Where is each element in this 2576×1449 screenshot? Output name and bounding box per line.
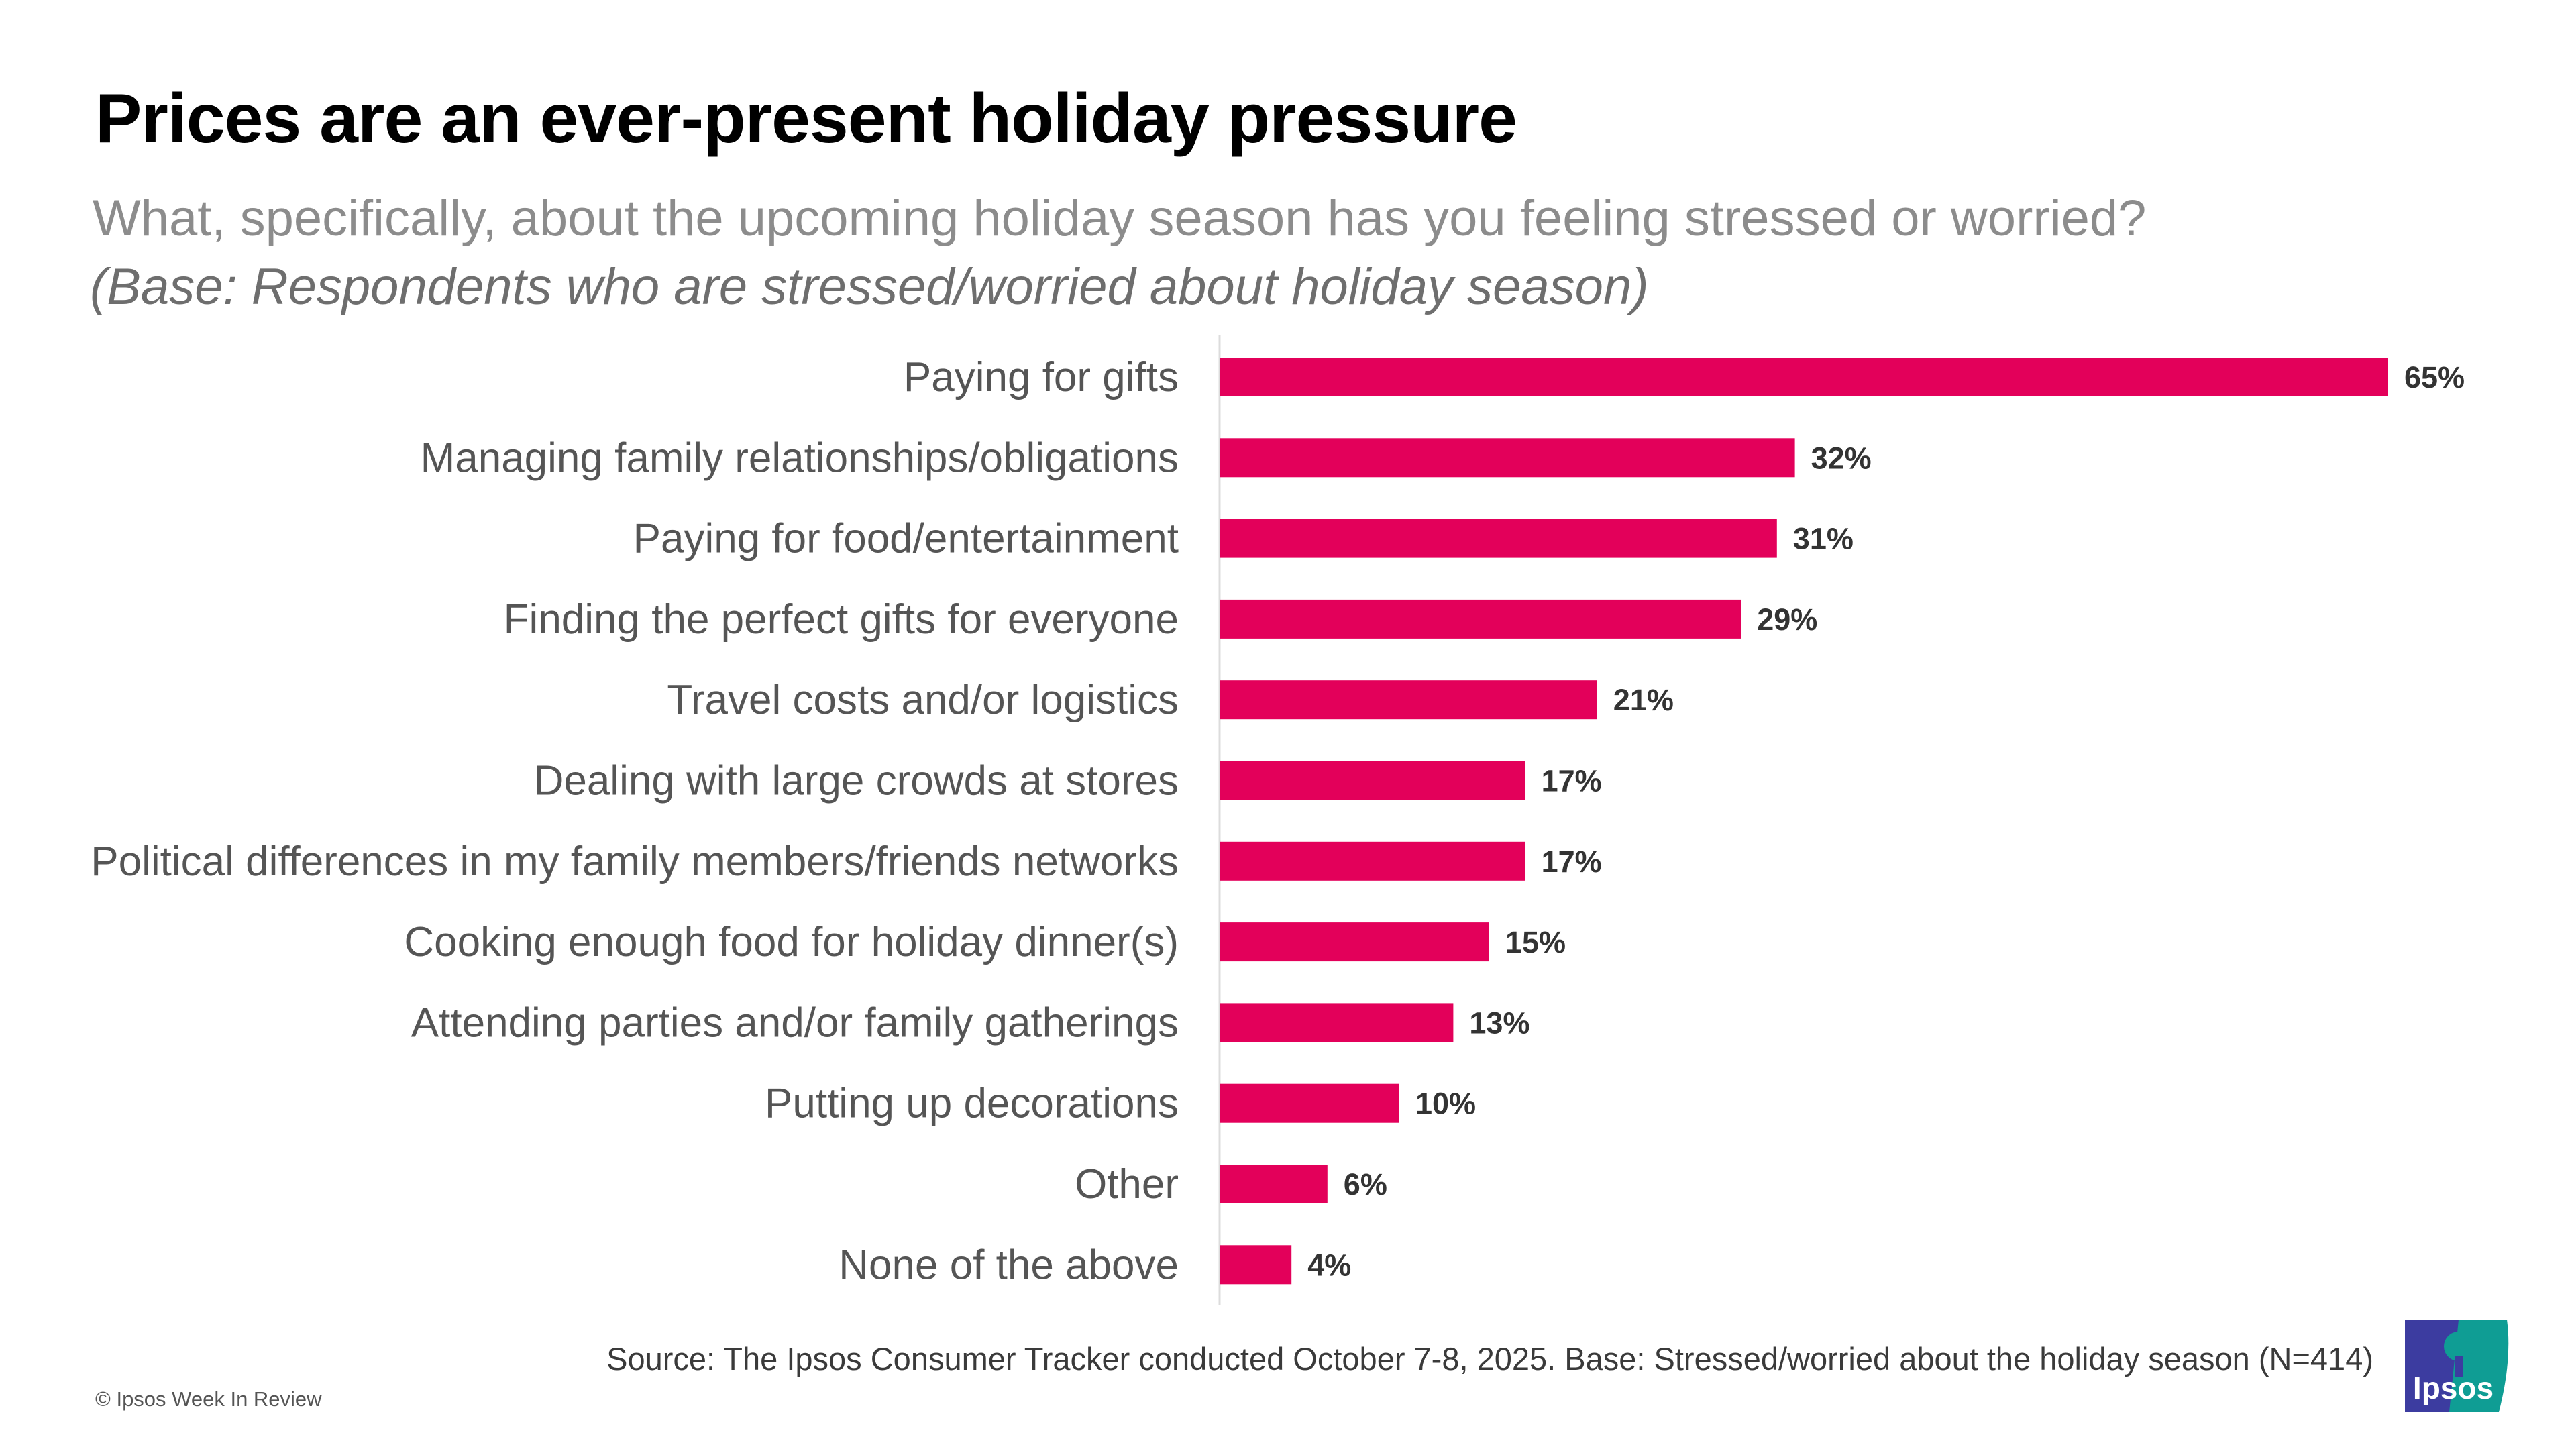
data-label: 10%: [1415, 1087, 1476, 1121]
base-note: (Base: Respondents who are stressed/worr…: [90, 258, 1649, 315]
category-label: Paying for gifts: [904, 354, 1179, 400]
source-note: Source: The Ipsos Consumer Tracker condu…: [606, 1341, 2373, 1377]
data-label: 6%: [1344, 1167, 1387, 1201]
data-label: 32%: [1811, 441, 1872, 475]
chart-title: Prices are an ever-present holiday press…: [95, 80, 1517, 158]
bar: [1220, 761, 1525, 800]
bar: [1220, 1083, 1399, 1123]
bar: [1220, 1165, 1328, 1203]
data-label: 17%: [1542, 764, 1602, 798]
category-label: Paying for food/entertainment: [633, 516, 1179, 562]
chart-subtitle: What, specifically, about the upcoming h…: [93, 190, 2147, 247]
bar: [1220, 841, 1525, 881]
category-label: Other: [1075, 1161, 1179, 1208]
category-label: Travel costs and/or logistics: [667, 677, 1179, 723]
data-label: 31%: [1793, 522, 1854, 556]
data-label: 65%: [2404, 360, 2465, 394]
category-label: Attending parties and/or family gatherin…: [411, 1000, 1179, 1046]
data-label: 4%: [1307, 1248, 1351, 1282]
bar: [1220, 1245, 1292, 1285]
data-label: 17%: [1542, 845, 1602, 879]
svg-text:Ipsos: Ipsos: [2413, 1371, 2493, 1405]
copyright: © Ipsos Week In Review: [95, 1387, 322, 1411]
bar: [1220, 1003, 1454, 1042]
bar: [1220, 438, 1795, 478]
bar: [1220, 680, 1597, 720]
category-label: Political differences in my family membe…: [91, 839, 1179, 885]
bar: [1220, 599, 1741, 639]
bar: [1220, 519, 1777, 558]
category-label: Finding the perfect gifts for everyone: [504, 596, 1179, 643]
bar: [1220, 922, 1489, 962]
ipsos-logo: Ipsos: [2405, 1320, 2509, 1412]
category-label: Managing family relationships/obligation…: [421, 435, 1179, 481]
data-label: 13%: [1469, 1006, 1529, 1040]
bar: [1220, 358, 2388, 396]
category-label: Dealing with large crowds at stores: [534, 758, 1179, 804]
data-label: 29%: [1757, 602, 1817, 637]
category-label: Cooking enough food for holiday dinner(s…: [404, 919, 1179, 965]
data-label: 15%: [1505, 925, 1566, 959]
data-label: 21%: [1613, 683, 1674, 717]
category-label: Putting up decorations: [765, 1081, 1179, 1127]
category-label: None of the above: [839, 1242, 1179, 1288]
